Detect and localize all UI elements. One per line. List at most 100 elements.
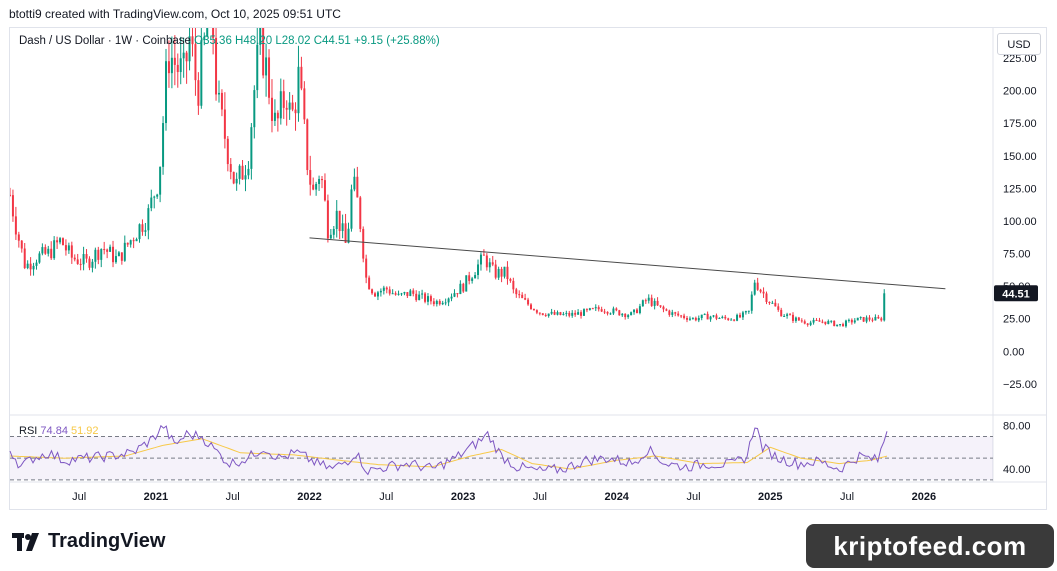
candle-body — [212, 28, 215, 38]
candle-body — [683, 315, 686, 319]
candle-body — [568, 312, 571, 316]
candle-body — [29, 263, 32, 270]
candle-body — [762, 291, 765, 294]
tradingview-logo[interactable]: TradingView — [12, 530, 165, 553]
candle-body — [385, 287, 388, 290]
candle-body — [88, 258, 91, 268]
candle-body — [688, 318, 691, 320]
candle-body — [806, 323, 809, 325]
candle-body — [759, 289, 762, 292]
candle-body — [621, 313, 624, 316]
legend-ohlc: O35.36 H48.20 L28.02 C44.51 — [194, 35, 351, 47]
candle-body — [827, 321, 830, 324]
candle-body — [135, 239, 138, 242]
candle-body — [718, 317, 721, 319]
candle-body — [44, 247, 47, 254]
candle-body — [344, 223, 347, 243]
price-tick-label: −25.00 — [1003, 379, 1037, 391]
candle-body — [524, 298, 527, 300]
currency-button[interactable]: USD — [997, 33, 1041, 55]
price-tick-label: 0.00 — [1003, 346, 1024, 358]
time-tick-label: Jul — [72, 491, 86, 503]
candle-body — [750, 294, 753, 311]
candle-body — [712, 315, 715, 317]
candle-body — [680, 315, 683, 317]
candle-body — [780, 309, 783, 317]
candle-body — [800, 320, 803, 322]
candle-body — [606, 311, 609, 314]
candle-body — [150, 197, 153, 209]
candle-body — [424, 293, 427, 302]
candle-body — [512, 280, 515, 290]
candle-body — [259, 28, 262, 45]
legend-change: +9.15 (+25.88%) — [353, 35, 440, 47]
price-tick-label: 75.00 — [1003, 249, 1031, 261]
candle-body — [41, 247, 44, 254]
candle-body — [730, 319, 733, 321]
candle-body — [453, 293, 456, 297]
candle-body — [309, 170, 312, 185]
candle-body — [462, 283, 465, 292]
candle-body — [665, 309, 668, 311]
candle-body — [700, 314, 703, 319]
time-tick-label: Jul — [686, 491, 700, 503]
candle-body — [818, 320, 821, 322]
rsi-line — [9, 424, 888, 476]
candle-body — [541, 313, 544, 315]
candle-body — [376, 292, 379, 297]
candle-body — [491, 262, 494, 265]
candle-body — [279, 91, 282, 119]
candle-body — [674, 312, 677, 314]
candle-body — [830, 320, 833, 322]
candle-body — [109, 246, 112, 252]
candle-body — [64, 245, 67, 251]
candle-body — [447, 298, 450, 303]
candle-body — [117, 252, 120, 257]
candle-body — [365, 258, 368, 278]
candle-body — [577, 312, 580, 315]
candle-body — [10, 194, 11, 196]
time-tick-label: 2023 — [451, 491, 475, 503]
chart-header: btotti9 created with TradingView.com, Oc… — [9, 7, 341, 21]
candle-body — [38, 253, 41, 263]
candle-body — [815, 319, 818, 321]
candle-body — [532, 309, 535, 311]
candle-body — [765, 293, 768, 302]
candle-body — [17, 234, 20, 241]
candle-body — [671, 312, 674, 315]
candle-body — [114, 256, 117, 263]
candle-body — [842, 324, 845, 327]
candle-body — [156, 194, 159, 197]
candle-body — [677, 313, 680, 316]
candle-body — [530, 304, 533, 310]
candle-body — [877, 316, 880, 319]
candle-body — [741, 312, 744, 318]
candle-body — [120, 252, 123, 261]
candle-body — [241, 165, 244, 180]
candle-body — [547, 313, 550, 316]
candle-body — [426, 296, 429, 302]
candle-body — [659, 305, 662, 307]
candle-body — [591, 308, 594, 310]
candle-body — [444, 302, 447, 304]
candle-body — [270, 97, 273, 121]
candle-body — [82, 254, 85, 265]
candle-body — [871, 319, 874, 321]
candle-body — [535, 310, 538, 313]
candle-body — [217, 92, 220, 95]
price-tick-label: 200.00 — [1003, 86, 1037, 98]
candle-body — [727, 318, 730, 320]
candle-body — [371, 289, 374, 294]
price-tick-label: 175.00 — [1003, 118, 1037, 130]
candle-body — [126, 242, 129, 245]
candle-body — [733, 319, 736, 321]
candle-body — [503, 266, 506, 277]
time-tick-label: Jul — [379, 491, 393, 503]
tradingview-logo-text: TradingView — [48, 530, 166, 552]
candle-body — [415, 293, 418, 301]
candle-body — [753, 282, 756, 295]
candle-body — [106, 249, 109, 252]
candle-body — [335, 210, 338, 229]
candle-body — [500, 268, 503, 277]
